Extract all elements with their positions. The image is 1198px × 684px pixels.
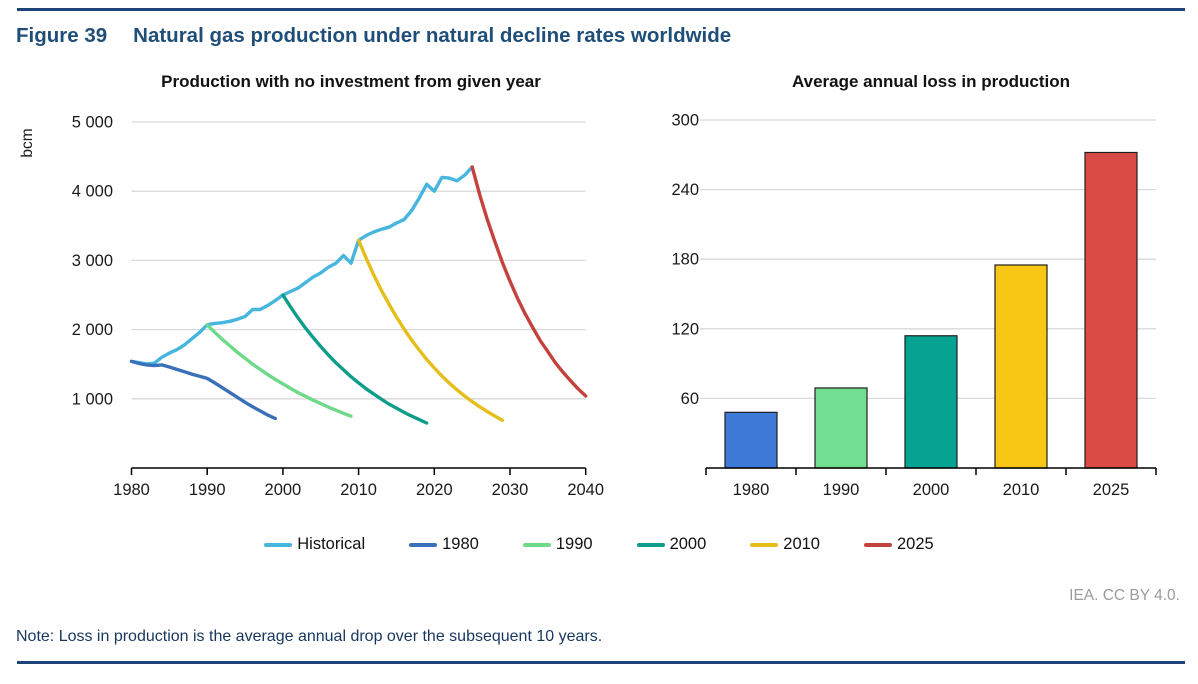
legend-label: 2010 [783,535,820,553]
bottom-rule [17,661,1185,664]
left-y-tick-label: 4 000 [72,183,113,201]
legend-item-1990: 1990 [522,535,593,554]
left-chart-y-axis-unit: bcm [19,128,36,157]
right-x-tick-label: 1980 [733,481,770,499]
generated-plot-elements: 1 000 2 000 3 000 4 000 5 000 1980 1990 2000 201… [72,112,1157,499]
legend-item-2010: 2010 [750,535,820,554]
series-line-2025 [470,165,588,398]
left-y-tick-label: 5 000 [72,114,113,132]
figure-note: Note: Loss in production is the average … [16,628,603,645]
legend-swatch-icon [409,542,438,547]
figure-title: Figure 39 Natural gas production under na… [16,24,731,48]
top-rule [17,8,1185,11]
legend-item-2000: 2000 [636,535,707,554]
left-x-tick-label: 2010 [340,481,377,499]
left-x-tick-label: 1990 [189,481,226,499]
right-y-tick-label: 60 [681,390,699,408]
left-chart-title: Production with no investment from given… [161,72,541,91]
series-line-1990 [205,323,353,418]
right-chart-title: Average annual loss in production [791,72,1071,91]
right-x-tick-label: 2025 [1093,481,1130,499]
legend-label: 2000 [669,535,707,553]
right-x-tick-label: 2010 [1003,481,1040,499]
legend-item-1980: 1980 [409,535,479,554]
bar-1980 [724,411,778,469]
left-y-tick-label: 1 000 [72,390,113,408]
legend-swatch-icon [750,542,779,547]
attribution-text: IEA. CC BY 4.0. [1069,587,1180,604]
left-x-tick-label: 1980 [113,481,150,499]
left-x-tick-label: 2030 [492,481,529,499]
series-line-2010 [356,238,505,422]
legend-item-historical: Historical [264,535,365,554]
legend-label: 1990 [555,535,593,553]
right-y-tick-label: 120 [671,320,699,338]
series-line-1980 [129,359,277,421]
legend-swatch-icon [522,542,551,547]
left-y-tick-label: 2 000 [72,321,113,339]
legend-swatch-icon [864,542,892,547]
right-x-tick-label: 2000 [913,481,950,499]
series-line-historical [129,165,474,366]
right-y-tick-label: 240 [671,181,699,199]
right-y-tick-label: 300 [671,112,699,130]
figure-number: Figure 39 [16,24,108,47]
figure-title-text: Natural gas production under natural dec… [133,24,732,47]
series-line-2000 [281,293,429,425]
left-x-tick-label: 2000 [265,481,302,499]
legend-swatch-icon [636,542,665,547]
legend-item-2025: 2025 [864,535,934,554]
left-x-tick-label: 2020 [416,481,453,499]
legend-label: Historical [297,535,366,553]
legend-label: 2025 [897,535,934,553]
right-x-tick-label: 1990 [823,481,860,499]
left-x-tick-label: 2040 [567,481,604,499]
right-y-tick-label: 180 [671,251,699,269]
chart-legend: Historical 1980 1990 2000 2010 2025 [0,535,1198,554]
bar-1990 [814,387,868,469]
left-y-tick-label: 3 000 [72,252,113,270]
bar-2000 [904,335,958,469]
bar-2010 [994,264,1048,469]
legend-label: 1980 [442,535,479,553]
bar-2025 [1084,151,1138,469]
legend-swatch-icon [264,542,293,547]
